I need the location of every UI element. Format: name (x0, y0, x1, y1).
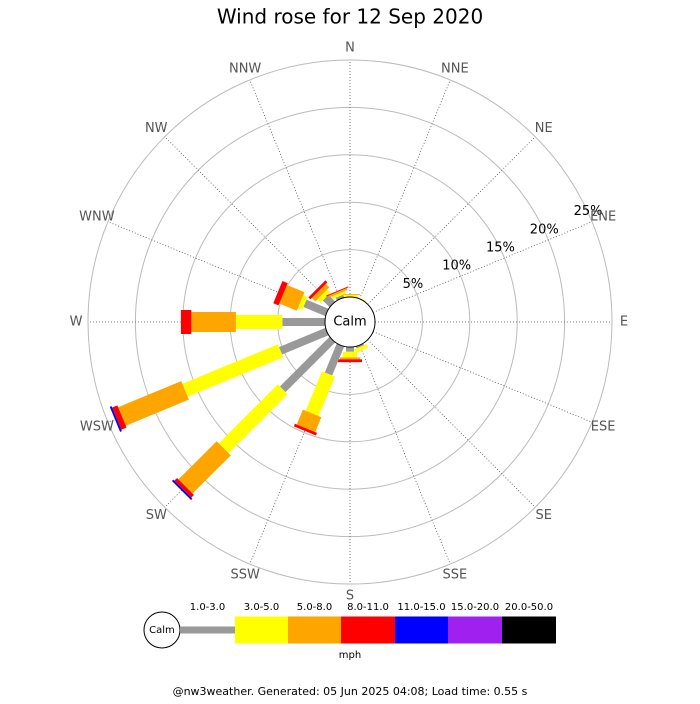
bar-segment (273, 281, 288, 306)
unit-label: mph (339, 650, 361, 661)
bar-segment (343, 351, 357, 358)
r-tick-label: 5% (403, 277, 424, 292)
spoke (359, 344, 451, 565)
direction-label: E (620, 315, 628, 330)
direction-label: W (70, 315, 83, 330)
direction-bar (326, 286, 349, 301)
bar-segment (178, 441, 231, 494)
bar-segment (346, 347, 354, 352)
bar-segment (335, 294, 345, 301)
direction-bar (171, 336, 336, 501)
direction-bar (109, 327, 329, 432)
spoke (372, 331, 593, 423)
bar-segment (118, 381, 189, 426)
direction-label: NW (145, 121, 168, 136)
spoke (359, 79, 451, 300)
direction-label: SE (536, 508, 552, 523)
bar-segment (338, 359, 362, 363)
r-tick-label: 25% (574, 204, 603, 219)
bar-segment (343, 295, 357, 297)
legend-label: 8.0-11.0 (347, 602, 389, 613)
bar-segment (112, 405, 127, 430)
bar-segment (331, 290, 346, 299)
bar-segment (171, 479, 193, 501)
bar-segment (174, 477, 195, 498)
bar-segment (308, 280, 328, 300)
bar-segment (353, 344, 369, 354)
direction-label: N (345, 41, 355, 56)
chart-title: Wind rose for 12 Sep 2020 (217, 5, 483, 29)
bar-segment (328, 288, 348, 298)
bar-segment (303, 299, 329, 317)
bar-segment (355, 343, 364, 349)
direction-label: SSW (230, 568, 260, 583)
bar-segment (278, 327, 329, 355)
legend-label: 3.0-5.0 (244, 602, 279, 613)
bar-segment (297, 295, 308, 310)
bar-segment (180, 310, 192, 334)
bar-segment (182, 344, 284, 397)
bar-segment (296, 409, 322, 433)
bar-segment (324, 343, 345, 376)
direction-label: S (346, 589, 354, 604)
legend-calm-label: Calm (149, 625, 175, 636)
legend-label: 11.0-15.0 (397, 602, 445, 613)
legend-label: 15.0-20.0 (451, 602, 499, 613)
bar-segment (279, 336, 336, 393)
calm-circle (324, 296, 376, 348)
bar-segment (191, 312, 236, 332)
bar-segment (109, 406, 122, 432)
direction-label: SSE (442, 568, 467, 583)
bar-segment (279, 285, 305, 311)
legend-swatch (395, 616, 448, 644)
direction-bar (340, 294, 360, 297)
legend-label: 20.0-50.0 (505, 602, 553, 613)
direction-bar (180, 310, 325, 334)
legend-swatch (235, 616, 288, 644)
direction-label: NNW (229, 61, 261, 76)
direction-bar (273, 281, 329, 317)
direction-label: SW (146, 508, 167, 523)
direction-bar (338, 347, 362, 363)
bar-segment (326, 286, 349, 297)
spoke (367, 339, 536, 508)
legend-swatch (180, 626, 235, 634)
bar-segment (340, 357, 360, 360)
legend-label: 1.0-3.0 (190, 602, 225, 613)
bar-segment (218, 384, 288, 454)
direction-label: ESE (591, 419, 616, 434)
r-tick-label: 10% (442, 259, 471, 274)
bar-segment (235, 315, 283, 329)
bar-segment (282, 318, 325, 326)
grid-ring (87, 59, 613, 585)
calm-label: Calm (333, 315, 366, 330)
direction-label: WNW (79, 210, 115, 225)
legend-swatch (502, 616, 556, 644)
spoke (372, 221, 593, 313)
legend-swatch (288, 616, 341, 644)
spoke (164, 136, 333, 305)
bar-segment (305, 371, 335, 417)
r-tick-label: 15% (486, 241, 515, 256)
legend-swatch (448, 616, 502, 644)
legend-label: 5.0-8.0 (297, 602, 332, 613)
bar-segment (340, 294, 360, 296)
r-tick-label: 20% (530, 222, 559, 237)
bar-segment (293, 423, 318, 436)
legend-swatch (341, 616, 395, 644)
spoke (249, 79, 341, 300)
direction-label: WSW (80, 419, 114, 434)
direction-label: NNE (441, 61, 469, 76)
bar-segment (311, 283, 330, 302)
bar-segment (317, 289, 331, 303)
spoke (367, 136, 536, 305)
direction-label: ENE (590, 210, 616, 225)
direction-bar (353, 343, 369, 354)
footer: @nw3weather. Generated: 05 Jun 2025 04:0… (173, 685, 528, 698)
direction-label: NE (535, 121, 553, 136)
direction-bar (293, 343, 345, 436)
